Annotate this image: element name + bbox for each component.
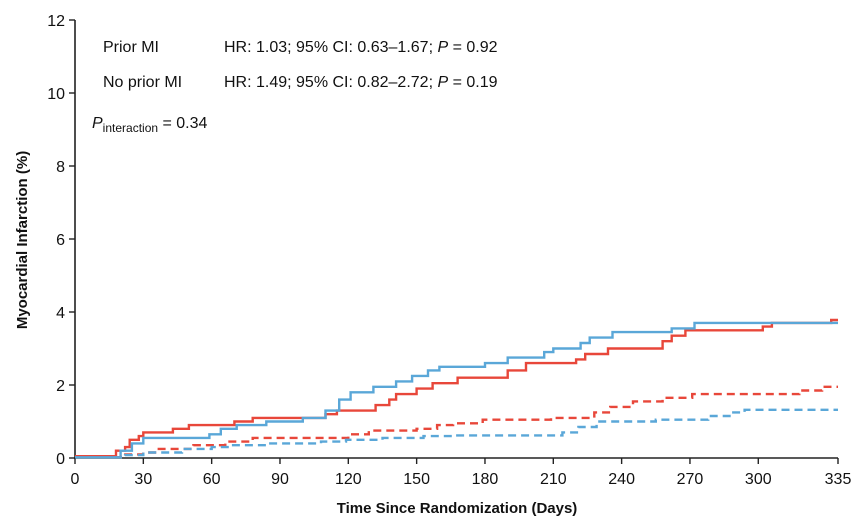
annotation-row2-stats-a: HR: 1.49; 95% CI: 0.82–2.72; xyxy=(224,74,437,91)
annotation-row2-p: P xyxy=(437,74,448,91)
annotation-interaction-p: P xyxy=(92,115,103,132)
annotation-row2-label: No prior MI xyxy=(103,74,182,91)
y-tick-label: 12 xyxy=(47,13,65,30)
series-lines xyxy=(75,318,838,459)
annotation-row2-stats: HR: 1.49; 95% CI: 0.82–2.72; P = 0.19 xyxy=(224,74,498,91)
y-tick-label: 0 xyxy=(56,451,65,468)
x-tick-label: 90 xyxy=(271,471,289,488)
x-tick-label: 300 xyxy=(745,471,772,488)
x-axis-title: Time Since Randomization (Days) xyxy=(337,500,578,517)
x-tick-label: 180 xyxy=(472,471,499,488)
x-tick-label: 30 xyxy=(134,471,152,488)
annotation-row1-label: Prior MI xyxy=(103,39,159,56)
annotation-interaction: Pinteraction = 0.34 xyxy=(92,115,208,135)
annotation-interaction-value: = 0.34 xyxy=(158,115,207,132)
annotation-interaction-sub: interaction xyxy=(103,121,158,135)
x-tick-label: 240 xyxy=(608,471,635,488)
annotation-row1-p: P xyxy=(437,39,448,56)
x-tick-label: 150 xyxy=(403,471,430,488)
series-line-blue-solid xyxy=(75,321,838,459)
y-tick-label: 6 xyxy=(56,232,65,249)
series-line-red-solid xyxy=(75,318,838,458)
y-tick-label: 10 xyxy=(47,86,65,103)
x-tick-label: 60 xyxy=(203,471,221,488)
annotation-row1-stats: HR: 1.03; 95% CI: 0.63–1.67; P = 0.92 xyxy=(224,39,498,56)
x-tick-label: 210 xyxy=(540,471,567,488)
annotation-row1-stats-b: = 0.92 xyxy=(448,39,497,56)
annotation-row1-stats-a: HR: 1.03; 95% CI: 0.63–1.67; xyxy=(224,39,437,56)
y-tick-label: 8 xyxy=(56,159,65,176)
y-tick-label: 4 xyxy=(56,305,65,322)
series-line-red-dashed xyxy=(75,385,838,459)
x-tick-label: 0 xyxy=(71,471,80,488)
x-tick-label: 120 xyxy=(335,471,362,488)
y-tick-label: 2 xyxy=(56,378,65,395)
x-tick-label: 335 xyxy=(825,471,852,488)
series-line-blue-dashed xyxy=(75,408,838,459)
x-tick-label: 270 xyxy=(677,471,704,488)
y-axis-title: Myocardial Infarction (%) xyxy=(14,151,31,329)
annotation-row2-stats-b: = 0.19 xyxy=(448,74,497,91)
